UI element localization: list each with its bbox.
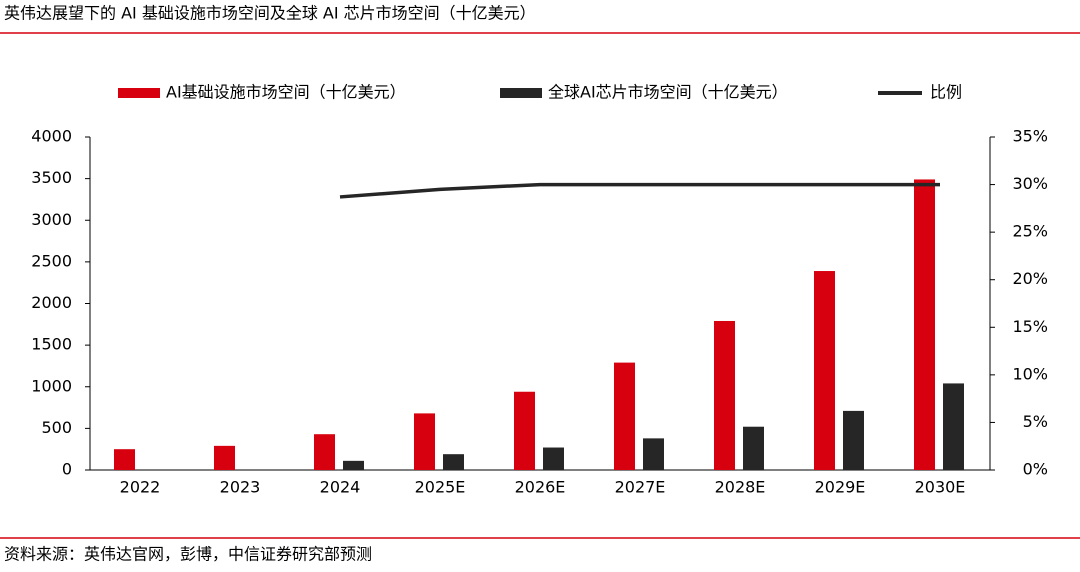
legend-swatch: [118, 88, 160, 98]
y2-tick-label: 30%: [1012, 174, 1048, 193]
bar: [443, 454, 464, 470]
y-tick-label: 0: [62, 460, 72, 479]
y2-tick-label: 0%: [1023, 460, 1048, 479]
legend-label: AI基础设施市场空间（十亿美元）: [166, 83, 406, 102]
source: 资料来源：英伟达官网，彭博，中信证券研究部预测: [4, 545, 372, 564]
chart-title: 英伟达展望下的 AI 基础设施市场空间及全球 AI 芯片市场空间（十亿美元）: [4, 4, 536, 23]
y2-tick-label: 15%: [1012, 317, 1048, 336]
bar: [643, 438, 664, 470]
bar: [343, 460, 364, 470]
x-tick-label: 2029E: [815, 478, 866, 497]
x-tick-label: 2026E: [515, 478, 566, 497]
y2-tick-label: 25%: [1012, 222, 1048, 241]
y2-tick-label: 20%: [1012, 269, 1048, 288]
bar: [514, 391, 535, 470]
bar: [814, 271, 835, 470]
x-tick-label: 2030E: [915, 478, 966, 497]
x-tick-label: 2028E: [715, 478, 766, 497]
y-tick-label: 3500: [31, 168, 72, 187]
x-tick-label: 2024: [320, 478, 361, 497]
y2-tick-label: 5%: [1023, 412, 1048, 431]
bar: [714, 320, 735, 470]
x-tick-label: 2027E: [615, 478, 666, 497]
y-tick-label: 2500: [31, 251, 72, 270]
y-tick-label: 3000: [31, 210, 72, 229]
bar: [214, 445, 235, 470]
y-tick-label: 1000: [31, 376, 72, 395]
y-tick-label: 4000: [31, 127, 72, 146]
y2-tick-label: 10%: [1012, 364, 1048, 383]
y-tick-label: 500: [41, 418, 72, 437]
bar: [414, 413, 435, 470]
legend-label: 全球AI芯片市场空间（十亿美元）: [548, 83, 788, 102]
legend-label: 比例: [930, 83, 962, 102]
bar: [943, 383, 964, 470]
legend-swatch: [500, 88, 542, 98]
bar: [843, 410, 864, 470]
bar: [914, 179, 935, 470]
bar: [743, 426, 764, 470]
y-tick-label: 1500: [31, 335, 72, 354]
x-tick-label: 2022: [120, 478, 161, 497]
y2-tick-label: 35%: [1012, 127, 1048, 146]
x-tick-label: 2025E: [415, 478, 466, 497]
x-tick-label: 2023: [220, 478, 261, 497]
line: [339, 182, 940, 199]
y-tick-label: 2000: [31, 293, 72, 312]
bar: [543, 447, 564, 470]
bar: [114, 449, 135, 470]
bar: [614, 362, 635, 470]
bar: [314, 434, 335, 470]
